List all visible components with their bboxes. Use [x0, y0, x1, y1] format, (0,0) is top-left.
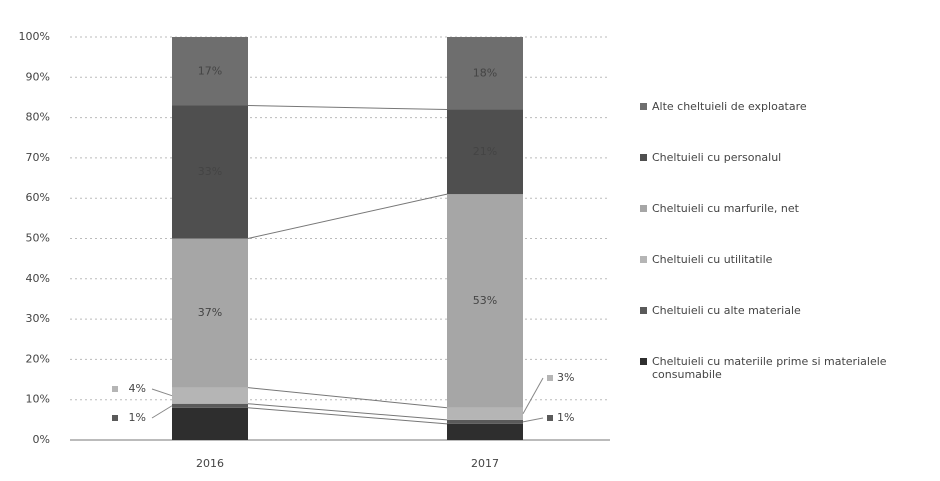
legend-label: Cheltuieli cu alte materiale — [652, 304, 801, 317]
leader-line — [522, 417, 544, 423]
legend-item: Cheltuieli cu alte materiale — [640, 304, 935, 317]
bar-segment — [172, 37, 248, 106]
y-tick-label: 70% — [26, 151, 50, 164]
data-label: 21% — [473, 145, 497, 158]
legend-swatch — [640, 154, 647, 161]
bar-segment — [447, 194, 523, 408]
label-key — [112, 386, 118, 392]
bar-segment — [172, 238, 248, 388]
connector-line — [247, 105, 448, 111]
data-label: 18% — [473, 66, 497, 79]
x-tick-label: 2017 — [471, 457, 499, 470]
bar-segment — [172, 407, 248, 440]
bar-segment — [447, 109, 523, 195]
y-tick-label: 80% — [26, 111, 50, 124]
bar-segment — [447, 419, 523, 424]
bar-segment — [172, 403, 248, 408]
y-tick-label: 50% — [26, 232, 50, 245]
y-tick-label: 90% — [26, 70, 50, 83]
legend-label: Cheltuieli cu materiile prime si materia… — [652, 355, 887, 381]
connector-line — [247, 193, 448, 239]
x-tick-label: 2016 — [196, 457, 224, 470]
leader-line — [151, 388, 173, 397]
y-tick-label: 100% — [19, 30, 50, 43]
bar-segment — [447, 423, 523, 440]
y-tick-label: 40% — [26, 272, 50, 285]
bar-segment — [172, 105, 248, 239]
legend-swatch — [640, 358, 647, 365]
legend-label: Cheltuieli cu utilitatile — [652, 253, 773, 266]
bar-segment — [447, 37, 523, 110]
connector-line — [247, 403, 448, 421]
y-tick-label: 0% — [33, 433, 50, 446]
data-label: 1% — [129, 411, 146, 424]
leader-line — [522, 377, 544, 415]
data-label: 3% — [557, 371, 574, 384]
data-label: 4% — [129, 382, 146, 395]
legend-label: Cheltuieli cu marfurile, net — [652, 202, 799, 215]
bar-segment — [172, 387, 248, 404]
leader-line — [151, 405, 173, 419]
data-label: 17% — [198, 64, 222, 77]
label-key — [112, 415, 118, 421]
connector-line — [247, 407, 448, 425]
legend-swatch — [640, 256, 647, 263]
legend-item: Cheltuieli cu utilitatile — [640, 253, 935, 266]
data-label: 1% — [557, 411, 574, 424]
legend-swatch — [640, 307, 647, 314]
legend-item: Cheltuieli cu marfurile, net — [640, 202, 935, 215]
legend-item: Cheltuieli cu personalul — [640, 151, 935, 164]
y-tick-label: 30% — [26, 312, 50, 325]
legend-label: Alte cheltuieli de exploatare — [652, 100, 807, 113]
data-label: 37% — [198, 306, 222, 319]
legend-swatch — [640, 103, 647, 110]
legend-label: Cheltuieli cu personalul — [652, 151, 782, 164]
legend-swatch — [640, 205, 647, 212]
data-label: 53% — [473, 294, 497, 307]
connector-line — [247, 387, 448, 409]
bar-segment — [447, 407, 523, 420]
y-tick-label: 20% — [26, 352, 50, 365]
data-label: 33% — [198, 165, 222, 178]
y-tick-label: 60% — [26, 191, 50, 204]
label-key — [547, 415, 553, 421]
label-key — [547, 375, 553, 381]
legend-item: Alte cheltuieli de exploatare — [640, 100, 935, 113]
legend-item: Cheltuieli cu materiile prime si materia… — [640, 355, 935, 381]
y-tick-label: 10% — [26, 393, 50, 406]
